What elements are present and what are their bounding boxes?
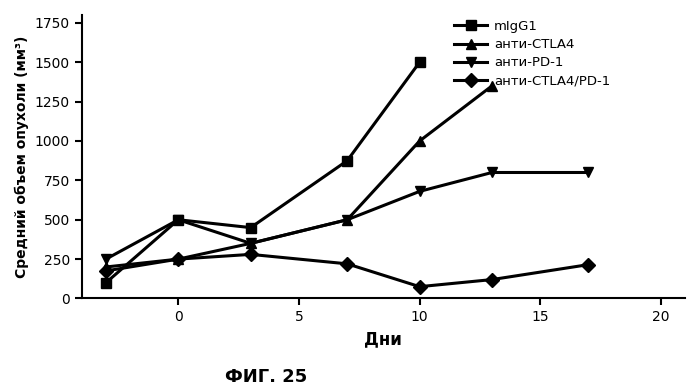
анти-PD-1 xyxy=(488,170,496,175)
анти-CTLA4 xyxy=(174,257,183,261)
Line: анти-PD-1: анти-PD-1 xyxy=(101,168,594,264)
mIgG1 xyxy=(415,60,424,64)
Y-axis label: Средний объем опухоли (мм³): Средний объем опухоли (мм³) xyxy=(15,36,29,278)
анти-CTLA4 xyxy=(246,241,255,245)
анти-PD-1 xyxy=(343,217,351,222)
анти-CTLA4 xyxy=(415,139,424,143)
анти-PD-1 xyxy=(246,241,255,245)
mIgG1 xyxy=(343,158,351,163)
анти-CTLA4/PD-1 xyxy=(102,269,110,273)
Text: ФИГ. 25: ФИГ. 25 xyxy=(225,368,307,386)
анти-CTLA4/PD-1 xyxy=(343,262,351,266)
анти-CTLA4/PD-1 xyxy=(415,284,424,289)
анти-CTLA4 xyxy=(102,265,110,269)
анти-CTLA4 xyxy=(343,217,351,222)
mIgG1 xyxy=(174,217,183,222)
анти-CTLA4/PD-1 xyxy=(488,277,496,282)
анти-PD-1 xyxy=(415,189,424,194)
Line: mIgG1: mIgG1 xyxy=(101,58,424,288)
анти-CTLA4/PD-1 xyxy=(174,257,183,261)
mIgG1 xyxy=(246,225,255,230)
X-axis label: Дни: Дни xyxy=(365,330,402,348)
анти-CTLA4 xyxy=(488,83,496,88)
анти-PD-1 xyxy=(102,257,110,261)
анти-PD-1 xyxy=(174,217,183,222)
анти-CTLA4/PD-1 xyxy=(584,262,593,267)
анти-CTLA4/PD-1 xyxy=(246,252,255,257)
Line: анти-CTLA4: анти-CTLA4 xyxy=(101,81,497,272)
анти-PD-1 xyxy=(584,170,593,175)
Legend: mIgG1, анти-CTLA4, анти-PD-1, анти-CTLA4/PD-1: mIgG1, анти-CTLA4, анти-PD-1, анти-CTLA4… xyxy=(450,16,614,92)
Line: анти-CTLA4/PD-1: анти-CTLA4/PD-1 xyxy=(101,249,594,291)
mIgG1 xyxy=(102,280,110,285)
